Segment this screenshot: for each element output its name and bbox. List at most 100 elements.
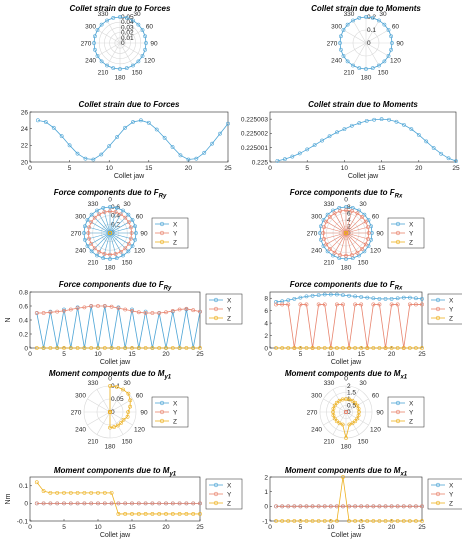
chart-title-subscript: x1 bbox=[399, 375, 407, 381]
polar-data-point bbox=[140, 54, 145, 58]
plot-frame bbox=[269, 111, 457, 163]
data-point bbox=[157, 346, 162, 350]
polar-grid-spoke bbox=[87, 398, 111, 413]
data-point bbox=[109, 490, 114, 495]
polar-data-point bbox=[130, 218, 135, 222]
data-point bbox=[334, 519, 339, 523]
chart-title: Force components due to FRx bbox=[290, 280, 403, 292]
polar-angle-label: 90 bbox=[376, 409, 384, 416]
polar-angle-label: 180 bbox=[115, 74, 126, 81]
polar-angle-label: 30 bbox=[123, 201, 131, 208]
polar-chart: Moment components due to My1030609012015… bbox=[49, 369, 189, 450]
line-chart: Moment components due to My1 0 5 10 15 20 25 -0… bbox=[5, 466, 243, 539]
data-point bbox=[298, 302, 303, 307]
legend-marker-z bbox=[395, 239, 401, 245]
y-tick-label: 22 bbox=[21, 143, 29, 150]
polar-series-spoke bbox=[345, 221, 366, 234]
polar-radius-label: 0 bbox=[367, 40, 371, 47]
data-point bbox=[341, 293, 345, 298]
polar-data-point bbox=[105, 18, 109, 23]
x-axis-label: Collet jaw bbox=[331, 532, 362, 539]
polar-data-point bbox=[92, 246, 97, 251]
polar-data-point bbox=[360, 215, 364, 219]
y-axis-label: Nm bbox=[5, 493, 12, 504]
polar-radius-label: 0.1 bbox=[367, 27, 376, 34]
x-tick-label: 10 bbox=[327, 351, 335, 358]
polar-data-point bbox=[362, 212, 367, 217]
polar-data-point bbox=[121, 417, 126, 422]
polar-angle-label: 0 bbox=[108, 375, 112, 382]
polar-angle-label: 30 bbox=[133, 11, 141, 18]
polar-data-point bbox=[324, 242, 329, 247]
polar-data-point bbox=[118, 212, 123, 217]
polar-data-point bbox=[125, 414, 130, 419]
data-point bbox=[298, 519, 303, 523]
data-point bbox=[194, 156, 199, 161]
line-chart: Force components due to FRy 0 5 10 15 20 25 0 0.… bbox=[5, 280, 243, 366]
chart-title-main: Moment components due to M bbox=[285, 369, 401, 378]
x-axis-label: Collet jaw bbox=[100, 532, 131, 539]
line-chart: Collet strain due to Moments 0 5 10 15 20 25 0.… bbox=[241, 100, 460, 180]
data-point bbox=[123, 125, 127, 130]
x-tick-label: 25 bbox=[224, 165, 232, 172]
chart-title-main: Moment components due to M bbox=[54, 466, 170, 475]
data-point bbox=[68, 346, 73, 350]
data-point bbox=[82, 346, 87, 350]
legend-marker-x bbox=[435, 482, 441, 488]
y-tick-label: 0.4 bbox=[19, 317, 28, 324]
x-tick-label: 25 bbox=[452, 165, 460, 172]
polar-data-point bbox=[344, 253, 348, 258]
data-point bbox=[420, 346, 424, 350]
data-point bbox=[395, 302, 400, 307]
polar-angle-label: 180 bbox=[341, 443, 352, 450]
polar-data-point bbox=[331, 406, 336, 411]
x-tick-label: 5 bbox=[68, 165, 72, 172]
polar-data-point bbox=[143, 34, 148, 39]
polar-radius-label: 4 bbox=[347, 217, 351, 224]
polar-data-point bbox=[82, 237, 87, 242]
polar-angle-label: 330 bbox=[98, 11, 109, 18]
polar-data-point bbox=[347, 422, 352, 427]
data-point bbox=[286, 302, 291, 307]
data-point bbox=[414, 302, 418, 307]
data-point bbox=[170, 308, 175, 313]
data-point bbox=[191, 308, 196, 313]
polar-data-point bbox=[105, 63, 109, 68]
polar-data-point bbox=[338, 47, 343, 52]
polar-radius-label: 6 bbox=[347, 211, 351, 218]
polar-data-point bbox=[341, 54, 346, 58]
data-point bbox=[420, 296, 424, 301]
polar-data-point bbox=[108, 384, 112, 388]
polar-data-point bbox=[389, 47, 394, 52]
data-point bbox=[424, 139, 429, 144]
data-point bbox=[41, 346, 46, 350]
polar-angle-label: 180 bbox=[105, 264, 116, 271]
polar-angle-label: 0 bbox=[344, 196, 348, 203]
polar-data-point bbox=[357, 15, 362, 20]
polar-grid-spoke bbox=[119, 20, 134, 44]
polar-series-spoke bbox=[339, 210, 347, 234]
legend-label-z: Z bbox=[227, 315, 231, 322]
polar-data-point bbox=[108, 205, 112, 209]
polar-chart: Force components due to FRx0306090120150… bbox=[290, 188, 425, 271]
data-point bbox=[178, 153, 183, 158]
legend-marker-x bbox=[395, 221, 401, 227]
data-point bbox=[322, 504, 327, 509]
data-point bbox=[401, 295, 406, 300]
data-point bbox=[359, 346, 364, 350]
x-tick-label: 10 bbox=[94, 524, 102, 531]
data-point bbox=[96, 490, 100, 495]
polar-data-point bbox=[351, 18, 355, 23]
polar-data-point bbox=[85, 244, 90, 248]
polar-data-point bbox=[366, 244, 371, 248]
data-point bbox=[154, 127, 159, 132]
polar-data-point bbox=[82, 224, 87, 229]
legend: XYZ bbox=[151, 217, 189, 249]
polar-data-point bbox=[357, 253, 361, 258]
legend-label-z: Z bbox=[409, 418, 413, 425]
polar-angle-label: 180 bbox=[361, 74, 372, 81]
data-point bbox=[164, 310, 168, 315]
polar-angle-label: 270 bbox=[307, 409, 318, 416]
data-point bbox=[143, 311, 148, 315]
data-point bbox=[274, 504, 278, 509]
